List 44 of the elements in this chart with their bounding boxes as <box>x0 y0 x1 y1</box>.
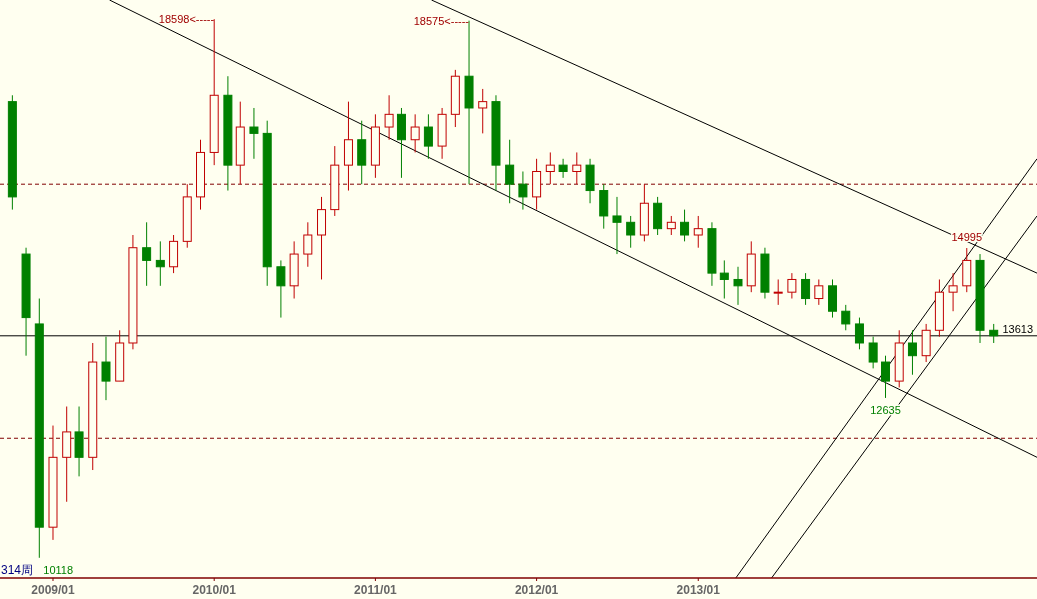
candlestick <box>801 272 811 306</box>
candlestick <box>733 266 743 306</box>
x-tick-label: 2010/01 <box>192 583 237 597</box>
candlestick <box>787 272 797 300</box>
annotation: 14995 <box>951 231 983 244</box>
annotation: 18575<----- <box>413 14 470 27</box>
x-tick-label: 2009/01 <box>31 583 76 597</box>
candlestick <box>773 278 783 306</box>
candlestick <box>612 196 622 255</box>
ref-line-label: 13613 <box>1002 322 1033 335</box>
candlestick <box>410 113 420 153</box>
candlestick <box>719 259 729 300</box>
candlestick <box>907 329 917 376</box>
candlestick <box>881 355 891 399</box>
annotation: 314周 <box>1 563 34 577</box>
candlestick <box>666 215 676 236</box>
x-tick-label: 2011/01 <box>354 583 398 597</box>
x-tick-label: 2012/01 <box>514 583 559 597</box>
candlestick <box>680 209 690 242</box>
candlestick <box>868 336 878 369</box>
candlestick <box>814 278 824 306</box>
candlestick <box>142 221 152 287</box>
candlestick <box>505 139 515 204</box>
candlestick <box>841 304 851 331</box>
candlestick <box>101 336 111 401</box>
annotation: 18598<----- <box>158 13 215 26</box>
x-tick-label: 2013/01 <box>676 583 721 597</box>
annotation: 10118 <box>43 563 74 576</box>
candlestick <box>384 94 394 141</box>
candlestick <box>545 151 555 185</box>
candlestick <box>249 107 259 160</box>
candlestick <box>854 317 864 350</box>
candlestick <box>989 323 999 344</box>
candlestick <box>626 215 636 249</box>
candlestick <box>572 151 582 185</box>
candlestick <box>155 240 165 287</box>
candlestick <box>558 158 568 179</box>
candlestick <box>303 221 313 268</box>
candlestick <box>518 170 528 211</box>
candlestick <box>693 215 703 249</box>
candlestick <box>948 272 958 312</box>
candlestick <box>423 113 433 160</box>
candlestick <box>478 88 488 134</box>
candlestick <box>276 259 286 319</box>
